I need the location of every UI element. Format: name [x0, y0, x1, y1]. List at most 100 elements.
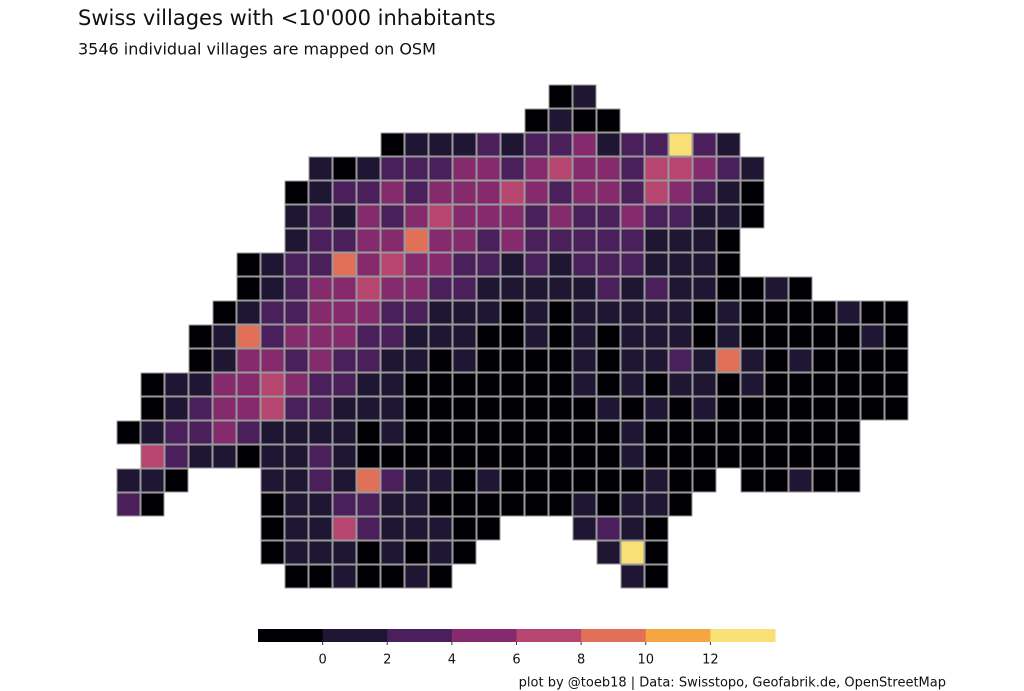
tile [476, 324, 501, 349]
tile [644, 540, 669, 565]
tile [548, 396, 573, 421]
tile [476, 444, 501, 469]
tile [644, 420, 669, 445]
tile [380, 228, 405, 253]
tile [308, 516, 333, 541]
tile [476, 372, 501, 397]
tile [212, 348, 237, 373]
tile [428, 132, 453, 157]
tile [836, 444, 861, 469]
tile [644, 492, 669, 517]
tile [356, 228, 381, 253]
tile [500, 252, 525, 277]
tile [620, 276, 645, 301]
tile [836, 420, 861, 445]
tile [500, 180, 525, 205]
legend-swatch [322, 629, 388, 642]
tile [308, 276, 333, 301]
tile [404, 204, 429, 229]
tile [884, 348, 909, 373]
tile [476, 228, 501, 253]
tile [332, 228, 357, 253]
tile [620, 444, 645, 469]
tile [116, 492, 141, 517]
tile [188, 444, 213, 469]
tile [332, 348, 357, 373]
tile [644, 324, 669, 349]
tile [404, 540, 429, 565]
tile [524, 348, 549, 373]
tile [764, 468, 789, 493]
tile [188, 420, 213, 445]
tile [716, 324, 741, 349]
tile [332, 468, 357, 493]
chart-title: Swiss villages with <10'000 inhabitants [78, 6, 496, 30]
tile [356, 468, 381, 493]
tile [692, 420, 717, 445]
tile [308, 156, 333, 181]
tile [500, 324, 525, 349]
tile [356, 276, 381, 301]
tile [788, 468, 813, 493]
tile [380, 132, 405, 157]
tile [716, 444, 741, 469]
tile [668, 420, 693, 445]
tile [884, 372, 909, 397]
tile [524, 420, 549, 445]
tile [476, 396, 501, 421]
tile [284, 228, 309, 253]
tile [380, 564, 405, 589]
tile [452, 324, 477, 349]
tile [380, 180, 405, 205]
tile [308, 396, 333, 421]
tile [548, 444, 573, 469]
tile [596, 228, 621, 253]
tile [548, 84, 573, 109]
legend-swatch [645, 629, 711, 642]
tile [548, 252, 573, 277]
legend-swatch [516, 629, 582, 642]
tile [620, 540, 645, 565]
tile [764, 372, 789, 397]
tile [596, 300, 621, 325]
tile [716, 420, 741, 445]
tile [356, 540, 381, 565]
tile [188, 396, 213, 421]
tile [428, 540, 453, 565]
tile [404, 420, 429, 445]
tile [428, 276, 453, 301]
tile [500, 156, 525, 181]
tile [668, 348, 693, 373]
tile [620, 564, 645, 589]
tile [716, 204, 741, 229]
tile [308, 468, 333, 493]
tile [740, 444, 765, 469]
tile [644, 516, 669, 541]
tile [668, 372, 693, 397]
tile [308, 492, 333, 517]
tile [548, 204, 573, 229]
tile [284, 324, 309, 349]
tile [764, 396, 789, 421]
tile [380, 276, 405, 301]
tile [668, 276, 693, 301]
tile [236, 324, 261, 349]
tile [260, 492, 285, 517]
tile [260, 396, 285, 421]
tile [116, 468, 141, 493]
tile [260, 276, 285, 301]
tile [524, 492, 549, 517]
tile [332, 300, 357, 325]
tile [860, 372, 885, 397]
tile [404, 156, 429, 181]
tile [596, 516, 621, 541]
tile [380, 348, 405, 373]
tile [620, 468, 645, 493]
tile [596, 540, 621, 565]
legend-tick-label: 12 [702, 653, 719, 668]
tile [332, 516, 357, 541]
tile [644, 372, 669, 397]
tile [620, 372, 645, 397]
tile [836, 324, 861, 349]
tile [308, 420, 333, 445]
